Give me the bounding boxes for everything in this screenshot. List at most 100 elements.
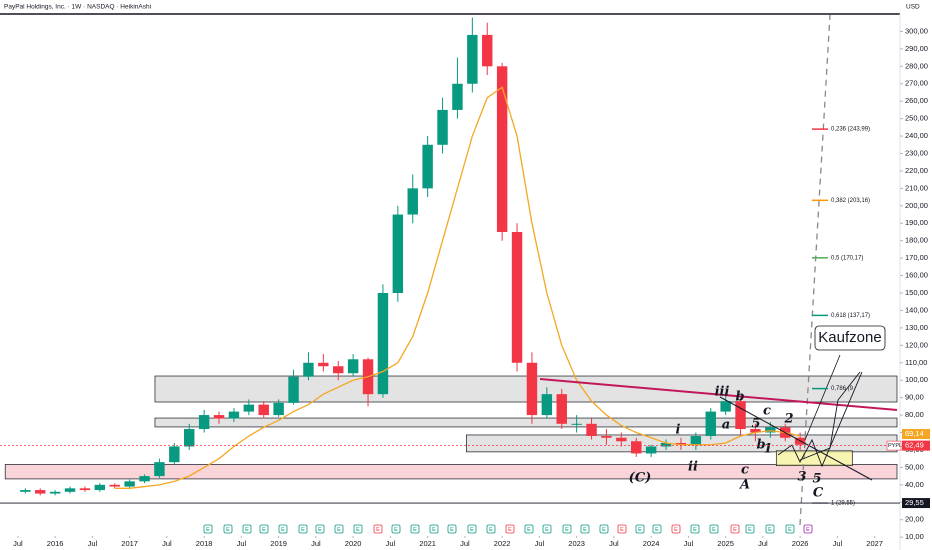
event-label: E — [450, 527, 454, 533]
event-label: E — [262, 527, 266, 533]
y-tick-label: 240,00 — [905, 131, 928, 140]
event-label: E — [693, 527, 697, 533]
candle-body — [556, 394, 567, 424]
event-marker — [562, 524, 572, 534]
price-tag-label: 62,49 — [905, 441, 924, 450]
fib-label: 0,786 (9 — [831, 386, 854, 392]
candle-body — [616, 437, 627, 442]
candle-body — [392, 214, 404, 294]
trend-line — [719, 396, 873, 481]
event-label: E — [356, 527, 360, 533]
candle-body — [213, 415, 225, 419]
event-marker — [599, 524, 609, 534]
y-tick-label: 230,00 — [905, 148, 928, 157]
candle-body — [377, 293, 389, 395]
event-marker — [690, 524, 700, 534]
price-tag — [902, 440, 930, 451]
y-tick-label: 10,00 — [905, 532, 924, 541]
event-label: E — [655, 527, 659, 533]
y-tick-label: 280,00 — [905, 61, 928, 70]
y-tick-label: 140,00 — [905, 305, 928, 314]
y-tick-label: 250,00 — [905, 114, 928, 123]
x-tick-label: 2025 — [717, 539, 734, 548]
event-label: E — [376, 527, 380, 533]
drawings: Kaufzone iii b a c 5 2 i ii (C) c A b 1 … — [539, 14, 898, 526]
event-marker — [617, 524, 627, 534]
candle-body — [288, 376, 299, 403]
candle-body — [586, 423, 597, 437]
x-tick-label: 2026 — [792, 539, 809, 548]
y-tick-label: 260,00 — [905, 96, 928, 105]
x-tick-label: 2017 — [121, 539, 138, 548]
candle-body — [660, 442, 672, 447]
currency: USD — [906, 4, 920, 11]
y-tick-label: 120,00 — [905, 340, 928, 349]
candle-body — [452, 83, 463, 110]
y-tick-label: 210,00 — [905, 183, 928, 192]
candle-body — [169, 446, 180, 463]
x-tick-label: Jul — [833, 539, 843, 548]
y-tick-label: 160,00 — [905, 271, 928, 280]
x-tick-label: Jul — [386, 539, 396, 548]
event-marker — [429, 524, 439, 534]
event-marker — [524, 524, 534, 534]
candle-body — [333, 366, 344, 374]
candle-body — [64, 488, 76, 492]
event-label: E — [712, 527, 716, 533]
x-tick-label: 2021 — [419, 539, 436, 548]
y-tick-label: 20,00 — [905, 515, 924, 524]
event-marker — [505, 524, 515, 534]
event-marker — [334, 524, 344, 534]
pointer-line — [804, 354, 841, 441]
event-marker — [373, 524, 383, 534]
event-label: E — [281, 527, 285, 533]
candle-body — [228, 411, 240, 419]
x-tick-label: Jul — [13, 539, 23, 548]
x-tick-label: Jul — [237, 539, 247, 548]
candle-body — [303, 362, 314, 377]
fib-label: 0,382 (203,16) — [831, 198, 870, 204]
x-tick-label: 2024 — [643, 539, 660, 548]
wave-label: C — [813, 486, 824, 501]
candle-body — [601, 436, 612, 438]
event-label: E — [432, 527, 436, 533]
event-label: E — [733, 527, 737, 533]
event-label: E — [748, 527, 752, 533]
event-marker — [671, 524, 681, 534]
y-tick-label: 290,00 — [905, 44, 928, 53]
wave-label: A — [738, 478, 750, 493]
wave-label: 5 — [751, 417, 760, 432]
candle-body — [631, 441, 642, 454]
x-tick-label: Jul — [311, 539, 321, 548]
event-marker — [391, 524, 401, 534]
candle-body — [690, 436, 702, 445]
x-tick-label: 2023 — [568, 539, 585, 548]
event-label: E — [318, 527, 322, 533]
event-marker — [298, 524, 308, 534]
event-marker — [410, 524, 420, 534]
x-tick-label: 2018 — [196, 539, 213, 548]
candle-body — [49, 491, 61, 494]
x-tick-label: 2027 — [866, 539, 883, 548]
event-marker — [467, 524, 477, 534]
wave-label: c — [763, 404, 771, 419]
candle-body — [94, 484, 106, 491]
candle-body — [273, 402, 284, 416]
candle-body — [139, 476, 150, 482]
event-marker — [765, 524, 775, 534]
event-label: E — [489, 527, 493, 533]
event-marker — [542, 524, 552, 534]
event-marker — [580, 524, 590, 534]
candle-body — [20, 490, 31, 492]
y-tick-label: 180,00 — [905, 236, 928, 245]
event-label: E — [602, 527, 606, 533]
event-label: E — [508, 527, 512, 533]
y-tick-label: 300,00 — [905, 26, 928, 35]
candle-body — [35, 490, 46, 494]
wave-path — [799, 371, 861, 461]
price-tag — [902, 498, 930, 509]
y-tick-label: 150,00 — [905, 288, 928, 297]
candle-body — [467, 34, 478, 84]
event-marker — [635, 524, 645, 534]
